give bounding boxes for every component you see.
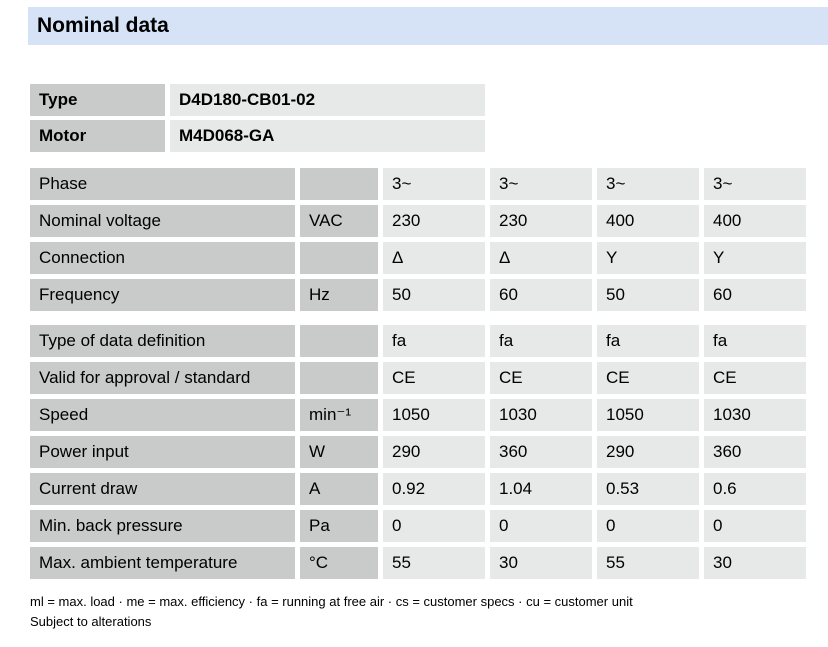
row-value: 1.04 [490,473,592,505]
row-unit: min⁻¹ [300,399,378,431]
row-value: Y [704,242,806,274]
row-value: 1050 [383,399,485,431]
row-unit: °C [300,547,378,579]
row-value: 1030 [704,399,806,431]
row-value: CE [597,362,699,394]
row-value: 50 [383,279,485,311]
table-row-frequency: Frequency Hz 50 60 50 60 [30,279,828,311]
row-value: 290 [383,436,485,468]
row-value: 3~ [704,168,806,200]
identity-table: Type D4D180-CB01-02 Motor M4D068-GA [30,84,828,152]
section-title-band: Nominal data [28,7,828,45]
row-value: 30 [704,547,806,579]
row-value: 55 [383,547,485,579]
row-label: Min. back pressure [30,510,295,542]
row-value: 50 [597,279,699,311]
row-unit [300,362,378,394]
row-label: Frequency [30,279,295,311]
table-row-nominal-voltage: Nominal voltage VAC 230 230 400 400 [30,205,828,237]
row-value: 60 [704,279,806,311]
row-value: 3~ [597,168,699,200]
row-value: 400 [704,205,806,237]
footnotes: ml = max. load · me = max. efficiency · … [30,592,828,632]
row-value: 0 [490,510,592,542]
table-row-data-definition: Type of data definition fa fa fa fa [30,325,828,357]
row-value: 0.53 [597,473,699,505]
nominal-table-block-1: Phase 3~ 3~ 3~ 3~ Nominal voltage VAC 23… [30,168,828,311]
row-value: Y [597,242,699,274]
row-value: 0 [383,510,485,542]
row-value: fa [490,325,592,357]
row-unit: VAC [300,205,378,237]
content-area: Type D4D180-CB01-02 Motor M4D068-GA Phas… [30,84,828,632]
row-value: 360 [490,436,592,468]
row-label: Current draw [30,473,295,505]
footnote-abbreviations: ml = max. load · me = max. efficiency · … [30,594,633,609]
table-row-current-draw: Current draw A 0.92 1.04 0.53 0.6 [30,473,828,505]
row-value: 0.92 [383,473,485,505]
row-value: CE [383,362,485,394]
row-value: fa [704,325,806,357]
identity-value-motor: M4D068-GA [170,120,485,152]
row-label: Connection [30,242,295,274]
row-value: 230 [490,205,592,237]
row-unit: W [300,436,378,468]
row-unit: Hz [300,279,378,311]
row-unit [300,242,378,274]
row-value: Δ [490,242,592,274]
row-label: Speed [30,399,295,431]
table-row-min-back-pressure: Min. back pressure Pa 0 0 0 0 [30,510,828,542]
row-value: 290 [597,436,699,468]
row-label: Valid for approval / standard [30,362,295,394]
row-value: 1030 [490,399,592,431]
row-value: 360 [704,436,806,468]
row-value: Δ [383,242,485,274]
identity-label-motor: Motor [30,120,165,152]
row-value: 60 [490,279,592,311]
row-unit [300,325,378,357]
table-row-power-input: Power input W 290 360 290 360 [30,436,828,468]
page-title: Nominal data [37,14,169,37]
table-row-connection: Connection Δ Δ Y Y [30,242,828,274]
row-value: 1050 [597,399,699,431]
row-value: 230 [383,205,485,237]
table-row-phase: Phase 3~ 3~ 3~ 3~ [30,168,828,200]
row-value: fa [597,325,699,357]
table-row-approval-standard: Valid for approval / standard CE CE CE C… [30,362,828,394]
row-value: 0 [597,510,699,542]
row-value: CE [490,362,592,394]
row-value: 400 [597,205,699,237]
row-unit [300,168,378,200]
row-unit: A [300,473,378,505]
row-value: fa [383,325,485,357]
datasheet-page: { "page": { "title": "Nominal data", "fo… [0,7,828,647]
row-label: Power input [30,436,295,468]
table-row-max-ambient-temperature: Max. ambient temperature °C 55 30 55 30 [30,547,828,579]
row-value: CE [704,362,806,394]
row-value: 3~ [383,168,485,200]
row-label: Max. ambient temperature [30,547,295,579]
row-value: 0 [704,510,806,542]
row-value: 0.6 [704,473,806,505]
table-row-speed: Speed min⁻¹ 1050 1030 1050 1030 [30,399,828,431]
row-value: 55 [597,547,699,579]
row-value: 3~ [490,168,592,200]
row-label: Type of data definition [30,325,295,357]
identity-value-type: D4D180-CB01-02 [170,84,485,116]
row-label: Phase [30,168,295,200]
row-value: 30 [490,547,592,579]
footnote-disclaimer: Subject to alterations [30,614,152,629]
nominal-table-block-2: Type of data definition fa fa fa fa Vali… [30,325,828,579]
identity-label-type: Type [30,84,165,116]
row-label: Nominal voltage [30,205,295,237]
row-unit: Pa [300,510,378,542]
